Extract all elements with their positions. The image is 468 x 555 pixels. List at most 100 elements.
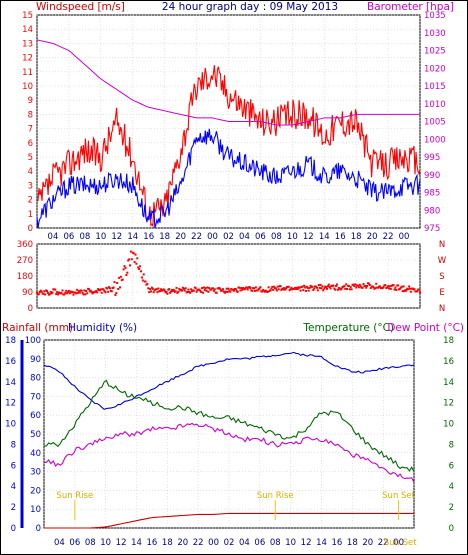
direction-point (36, 291, 38, 294)
barometer-ytick-label: 985 (424, 189, 440, 199)
direction-point (172, 288, 175, 291)
direction-point (203, 289, 206, 291)
direction-point (157, 287, 160, 290)
temperature-axis-label: Temperature (°C) (302, 322, 394, 334)
direction-point (348, 288, 351, 291)
direction-compass-label: N (439, 304, 445, 314)
direction-point (416, 290, 419, 293)
direction-point (117, 288, 120, 290)
direction-point (349, 286, 352, 289)
direction-point (303, 284, 306, 287)
wind-xtick-label: 02 (223, 232, 234, 242)
direction-point (243, 288, 246, 291)
direction-point (65, 289, 68, 292)
direction-point (206, 286, 209, 289)
direction-point (409, 290, 412, 293)
wind-xtick-label: 04 (239, 232, 250, 242)
humidity-ytick-label: 30 (30, 468, 41, 478)
direction-point (302, 289, 305, 292)
climate-xtick-label: 20 (362, 538, 373, 548)
direction-point (174, 290, 177, 293)
climate-xtick-label: 02 (224, 538, 235, 548)
barometer-ytick-label: 1015 (424, 82, 446, 92)
direction-point (236, 290, 239, 293)
direction-point (116, 282, 119, 284)
direction-point (323, 287, 326, 290)
direction-compass-label: W (438, 256, 447, 266)
direction-compass-label: S (439, 272, 444, 282)
direction-point (176, 291, 179, 294)
direction-point (142, 273, 145, 276)
direction-point (182, 288, 185, 290)
direction-point (112, 286, 115, 289)
dewpoint-axis-label: Dew Point (°C) (387, 322, 464, 334)
direction-point (251, 289, 254, 292)
direction-point (96, 291, 99, 294)
direction-point (304, 286, 307, 289)
windspeed-axis-label: Windspeed [m/s] (36, 1, 125, 13)
direction-point (274, 287, 277, 290)
rain-ytick-label: 8 (11, 440, 16, 450)
direction-point (365, 286, 368, 289)
direction-point (229, 290, 232, 293)
direction-point (118, 276, 121, 279)
direction-point (344, 287, 347, 290)
direction-point (125, 274, 128, 276)
barometer-ytick-label: 975 (424, 224, 440, 234)
direction-point (113, 281, 116, 284)
direction-point (189, 291, 192, 294)
direction-point (354, 283, 357, 286)
direction-compass-label: E (439, 288, 444, 298)
direction-point (353, 285, 356, 288)
direction-point (327, 283, 330, 286)
direction-point (234, 288, 237, 290)
wind-ytick-label: 13 (22, 39, 33, 49)
climate-xtick-label: 04 (54, 538, 65, 548)
direction-point (322, 289, 325, 292)
humidity-ytick-label: 80 (30, 374, 41, 384)
direction-point (289, 288, 292, 291)
direction-point (215, 291, 218, 294)
direction-point (407, 288, 410, 291)
rainfall-axis-label: Rainfall (mm) (2, 322, 73, 334)
wind-ytick-label: 12 (22, 54, 33, 64)
temperature-ytick-label: 8 (449, 440, 454, 450)
direction-point (282, 288, 285, 291)
direction-point (38, 291, 41, 293)
direction-point (228, 289, 231, 292)
direction-point (312, 289, 315, 291)
direction-point (126, 271, 129, 274)
direction-point (321, 285, 324, 288)
direction-point (186, 291, 189, 293)
direction-point (394, 286, 397, 289)
wind-xtick-label: 10 (95, 232, 106, 242)
direction-point (239, 289, 242, 292)
rainfall-series-line (44, 512, 414, 529)
direction-point (218, 286, 221, 289)
direction-point (326, 285, 329, 288)
direction-point (144, 280, 147, 283)
direction-point (91, 292, 94, 295)
climate-xtick-label: 10 (100, 538, 111, 548)
direction-point (137, 266, 140, 269)
barometer-ytick-label: 980 (424, 206, 440, 216)
climate-xtick-label: 14 (131, 538, 142, 548)
direction-point (181, 286, 184, 289)
direction-point (317, 284, 320, 287)
direction-point (192, 289, 195, 292)
direction-point (345, 283, 348, 286)
direction-point (152, 291, 155, 294)
direction-point (130, 258, 133, 261)
direction-point (123, 265, 126, 268)
direction-point (42, 292, 45, 295)
direction-point (202, 291, 204, 294)
dew-point-series-line (43, 422, 415, 483)
direction-point (261, 290, 264, 293)
barometer-series-line (36, 39, 420, 126)
direction-point (335, 285, 338, 287)
direction-point (103, 290, 106, 293)
direction-point (175, 286, 178, 289)
direction-point (68, 292, 71, 295)
temperature-ytick-label: 14 (443, 378, 454, 388)
wind-xtick-label: 14 (319, 232, 330, 242)
